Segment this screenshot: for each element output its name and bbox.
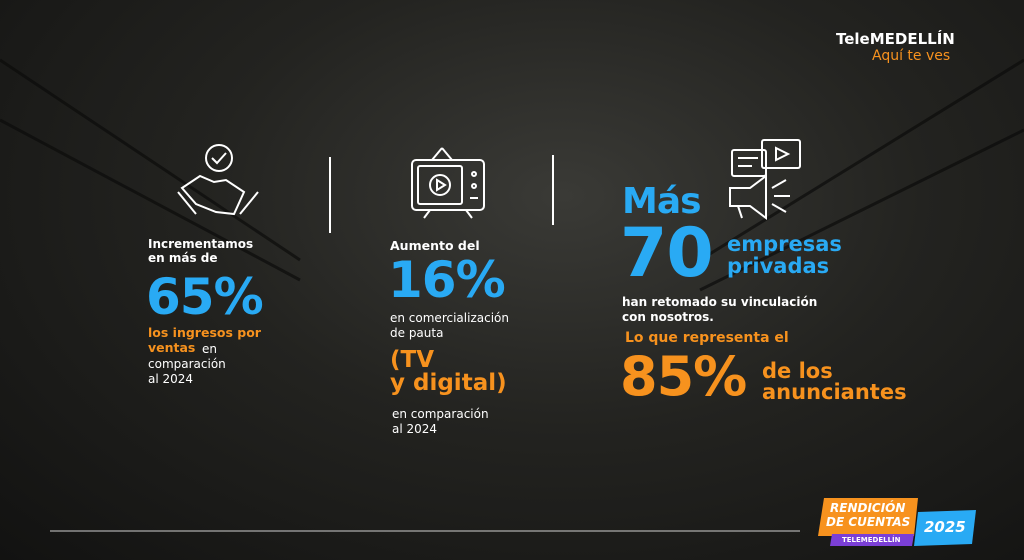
stat-figure: 85%	[620, 345, 747, 408]
stat-figure: 16%	[388, 251, 506, 309]
stat-label: privadas	[727, 254, 830, 278]
stat-intro: Aumento del	[390, 238, 480, 253]
stat-text: en comparación	[392, 407, 489, 421]
stat-sub: Lo que representa el	[625, 330, 789, 346]
stat-label: empresas	[727, 232, 842, 256]
brand: TeleMEDELLÍN	[836, 30, 955, 48]
stat-highlight: ventas	[148, 340, 196, 355]
stat-intro: en más de	[148, 251, 218, 265]
stat-highlight: los ingresos por	[148, 325, 261, 340]
stat-highlight: (TV	[390, 347, 435, 373]
divider	[552, 155, 554, 225]
stat-text: han retomado su vinculación	[622, 295, 818, 309]
badge	[818, 498, 976, 546]
stat-figure: 70	[620, 214, 714, 293]
handshake-icon	[177, 144, 259, 216]
badge-title: DE CUENTAS	[826, 515, 911, 529]
stat-text: al 2024	[392, 422, 438, 436]
stat-text: con nosotros.	[622, 310, 714, 324]
stat-label: de los	[762, 359, 833, 383]
stat-highlight: y digital)	[390, 370, 507, 396]
stat-label: anunciantes	[762, 380, 907, 404]
stat-text: en comercialización	[390, 311, 509, 325]
tagline: Aquí te ves	[872, 48, 951, 64]
stat-figure: 65%	[146, 268, 264, 326]
stat-intro: Incrementamos	[148, 237, 254, 251]
stat-text: en	[202, 342, 217, 356]
badge-title: RENDICIÓN	[830, 501, 906, 515]
megaphone-icon	[729, 139, 801, 220]
stat-text: al 2024	[148, 372, 194, 386]
stat-text: de pauta	[390, 326, 444, 340]
stat-pre: Más	[622, 181, 702, 222]
badge-brand: TELEMEDELLÍN	[842, 536, 901, 544]
badge-year: 2025	[924, 518, 966, 536]
tv-icon	[411, 147, 485, 219]
stat-text: comparación	[148, 357, 226, 371]
divider	[329, 157, 331, 233]
